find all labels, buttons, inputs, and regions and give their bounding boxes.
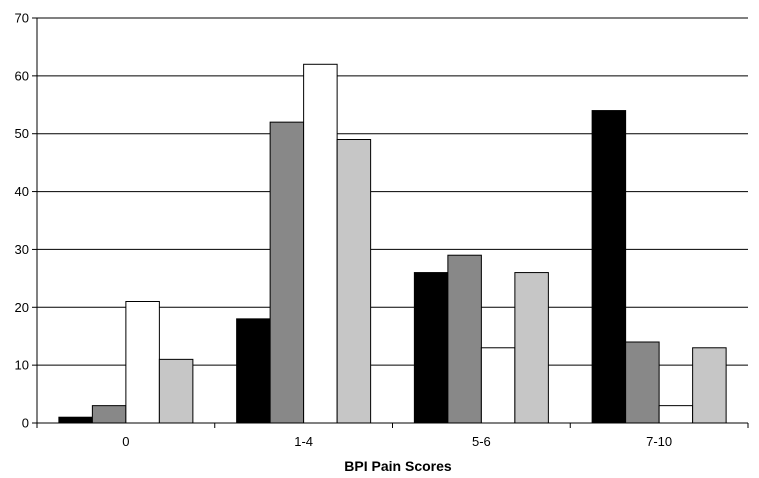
y-tick-label: 70 bbox=[15, 11, 29, 26]
bar bbox=[447, 254, 482, 424]
bar bbox=[658, 405, 694, 424]
bar bbox=[514, 272, 549, 424]
y-tick-label: 0 bbox=[22, 416, 29, 431]
bar bbox=[591, 110, 627, 424]
bar bbox=[158, 358, 194, 424]
y-tick-label: 40 bbox=[15, 184, 29, 199]
bar bbox=[692, 347, 727, 424]
bar bbox=[125, 301, 160, 424]
bar bbox=[236, 318, 271, 424]
y-tick-label: 60 bbox=[15, 68, 29, 83]
bar bbox=[303, 63, 338, 424]
bar bbox=[413, 272, 449, 424]
y-axis-ticks: 0 10 20 30 40 50 60 70 bbox=[15, 11, 37, 431]
bar bbox=[480, 347, 516, 424]
x-axis-title: BPI Pain Scores bbox=[344, 458, 452, 474]
y-tick-label: 10 bbox=[15, 358, 29, 373]
bar bbox=[58, 416, 93, 424]
bar bbox=[336, 139, 372, 424]
x-tick-label: 7-10 bbox=[646, 434, 672, 449]
bar bbox=[91, 405, 127, 424]
bar bbox=[625, 341, 660, 424]
x-tick-label: 1-4 bbox=[294, 434, 313, 449]
bars bbox=[58, 63, 727, 424]
x-axis-ticks: 0 1-4 5-6 7-10 bbox=[36, 423, 749, 449]
x-tick-label: 0 bbox=[122, 434, 129, 449]
y-tick-label: 50 bbox=[15, 126, 29, 141]
y-tick-label: 30 bbox=[15, 242, 29, 257]
x-tick-label: 5-6 bbox=[472, 434, 491, 449]
bar bbox=[269, 121, 305, 424]
y-tick-label: 20 bbox=[15, 300, 29, 315]
